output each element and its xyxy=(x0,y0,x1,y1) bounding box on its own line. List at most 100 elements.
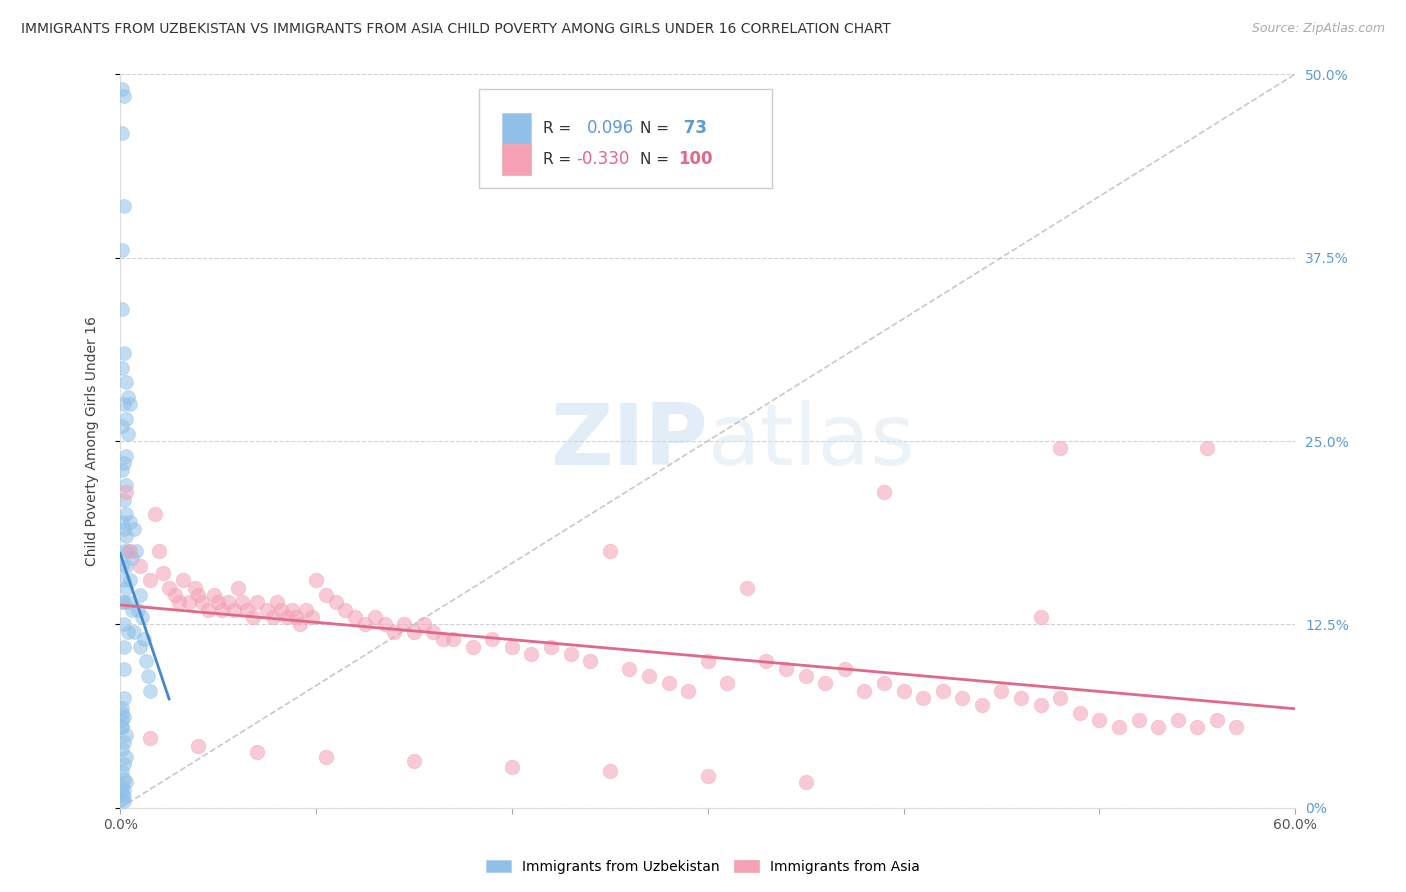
Point xyxy=(115,749,138,764)
Point xyxy=(834,661,856,675)
Point xyxy=(305,574,328,588)
Point xyxy=(1049,690,1071,705)
Point xyxy=(111,720,134,734)
Text: ZIP: ZIP xyxy=(550,400,707,483)
Point xyxy=(117,595,139,609)
Point xyxy=(118,515,141,529)
Point xyxy=(262,610,284,624)
Point xyxy=(246,745,269,759)
Point xyxy=(187,739,209,754)
Point xyxy=(191,595,214,609)
Point xyxy=(1187,720,1209,734)
Point xyxy=(111,419,134,434)
Point xyxy=(520,647,543,661)
Point xyxy=(990,683,1012,698)
Point xyxy=(115,529,138,543)
Point xyxy=(128,640,150,654)
Bar xyxy=(502,112,531,144)
Text: Source: ZipAtlas.com: Source: ZipAtlas.com xyxy=(1251,22,1385,36)
Point xyxy=(1088,713,1111,727)
Point xyxy=(461,640,484,654)
Point xyxy=(148,544,170,558)
Point xyxy=(112,346,135,360)
Point xyxy=(157,581,180,595)
Point xyxy=(125,544,148,558)
Point xyxy=(112,772,135,786)
Point xyxy=(344,610,367,624)
Point xyxy=(794,774,817,789)
Point xyxy=(115,412,138,426)
Point xyxy=(177,595,200,609)
Point xyxy=(501,640,523,654)
Point xyxy=(112,617,135,632)
Point xyxy=(111,792,134,806)
Point xyxy=(112,492,135,507)
Point xyxy=(222,603,245,617)
Point xyxy=(1029,610,1052,624)
Point xyxy=(599,544,621,558)
Point xyxy=(716,676,738,690)
Point xyxy=(115,508,138,522)
Point xyxy=(560,647,582,661)
Point xyxy=(111,720,134,734)
Point xyxy=(202,588,225,602)
Point xyxy=(115,449,138,463)
Point xyxy=(325,595,347,609)
Point xyxy=(118,397,141,411)
Point xyxy=(111,713,134,727)
Point xyxy=(266,595,288,609)
Point xyxy=(382,624,405,639)
Point xyxy=(115,485,138,500)
Point xyxy=(1205,713,1227,727)
Point xyxy=(696,654,718,668)
Point xyxy=(735,581,758,595)
Point xyxy=(111,706,134,720)
Point xyxy=(115,376,138,390)
Point xyxy=(163,588,186,602)
Point xyxy=(115,728,138,742)
Point xyxy=(402,624,425,639)
Point xyxy=(315,588,337,602)
Point xyxy=(207,595,229,609)
Point xyxy=(128,558,150,573)
Point xyxy=(638,669,661,683)
Point xyxy=(794,669,817,683)
Point xyxy=(1197,442,1219,456)
Point xyxy=(111,558,134,573)
FancyBboxPatch shape xyxy=(478,88,772,188)
Point xyxy=(301,610,323,624)
Text: N =: N = xyxy=(640,120,673,136)
Point xyxy=(128,588,150,602)
Point xyxy=(1010,690,1032,705)
Point xyxy=(276,610,298,624)
Point xyxy=(579,654,602,668)
Bar xyxy=(502,144,531,175)
Point xyxy=(112,640,135,654)
Point xyxy=(111,742,134,756)
Point xyxy=(441,632,464,647)
Point xyxy=(132,632,155,647)
Point xyxy=(112,690,135,705)
Point xyxy=(136,669,159,683)
Point xyxy=(853,683,876,698)
Point xyxy=(111,764,134,779)
Point xyxy=(676,683,699,698)
Point xyxy=(111,515,134,529)
Point xyxy=(112,397,135,411)
Point xyxy=(1108,720,1130,734)
Point xyxy=(111,463,134,477)
Point xyxy=(755,654,778,668)
Text: atlas: atlas xyxy=(707,400,915,483)
Point xyxy=(135,654,157,668)
Y-axis label: Child Poverty Among Girls Under 16: Child Poverty Among Girls Under 16 xyxy=(86,316,100,566)
Point xyxy=(111,243,134,257)
Point xyxy=(540,640,562,654)
Text: 0.096: 0.096 xyxy=(586,120,634,137)
Point xyxy=(481,632,503,647)
Point xyxy=(373,617,395,632)
Point xyxy=(599,764,621,779)
Point xyxy=(392,617,415,632)
Point xyxy=(290,617,312,632)
Point xyxy=(127,603,149,617)
Text: N =: N = xyxy=(640,152,673,167)
